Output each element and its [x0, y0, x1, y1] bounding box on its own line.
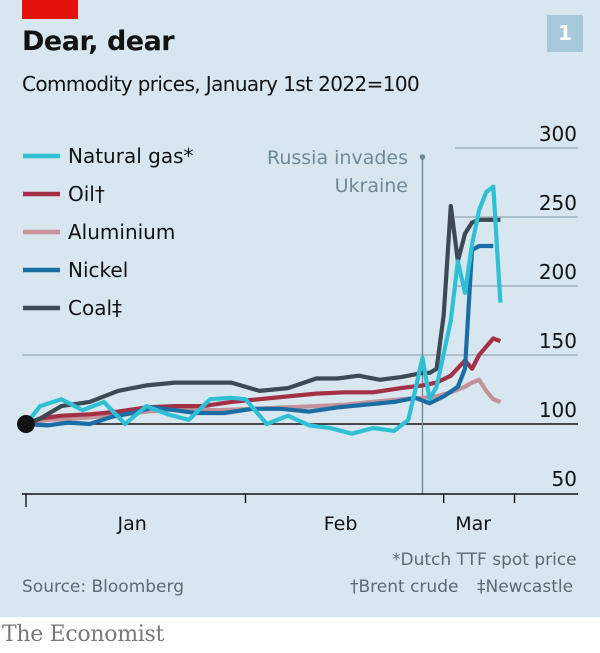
source-note: Source: Bloomberg — [22, 577, 184, 597]
y-axis-labels: 50 100 150 200 250 300 — [539, 122, 577, 491]
series-line-coal — [25, 203, 501, 426]
footnote-oil: †Brent crude — [350, 577, 459, 597]
invasion-label-line1: Russia invades — [267, 147, 408, 169]
y-tick-label-250: 250 — [539, 191, 577, 215]
series-line-natural-gas — [24, 184, 503, 436]
gridlines — [22, 147, 578, 425]
legend-label-nickel: Nickel — [68, 258, 128, 282]
series-line-oil — [25, 336, 502, 426]
chart-number-badge: 1 — [547, 15, 583, 52]
footnote-gas: *Dutch TTF spot price — [392, 550, 577, 570]
chart-subtitle: Commodity prices, January 1st 2022=100 — [22, 72, 420, 96]
x-axis: Jan Feb Mar — [22, 493, 578, 535]
invasion-dot — [419, 154, 426, 160]
legend-label-oil: Oil† — [68, 182, 105, 206]
y-tick-label-150: 150 — [539, 329, 577, 353]
y-tick-label-100: 100 — [539, 398, 577, 422]
legend-label-natural-gas: Natural gas* — [68, 144, 194, 168]
series-lines — [17, 184, 503, 436]
series-line-nickel — [25, 243, 494, 428]
y-tick-label-200: 200 — [539, 260, 577, 284]
chart-title: Dear, dear — [22, 26, 175, 57]
start-marker — [17, 415, 35, 433]
legend-label-aluminium: Aluminium — [68, 220, 175, 244]
publisher-logo: The Economist — [2, 622, 165, 647]
y-tick-label-300: 300 — [539, 122, 577, 146]
brand-red-bar — [22, 0, 78, 19]
x-tick-label-jan: Jan — [117, 513, 147, 535]
invasion-label-line2: Ukraine — [335, 175, 408, 197]
x-tick-label-mar: Mar — [455, 513, 491, 535]
footnote-coal: ‡Newcastle — [477, 577, 574, 597]
legend-label-coal: Coal‡ — [68, 296, 122, 320]
invasion-annotation: Russia invades Ukraine — [267, 147, 426, 494]
x-tick-label-feb: Feb — [324, 513, 358, 535]
y-tick-label-50: 50 — [552, 467, 577, 491]
legend: Natural gas* Oil† Aluminium Nickel Coal‡ — [23, 144, 194, 320]
line-chart: Russia invades Ukraine Jan Feb Mar 50 100 150… — [17, 122, 578, 535]
chart-panel — [0, 0, 600, 617]
